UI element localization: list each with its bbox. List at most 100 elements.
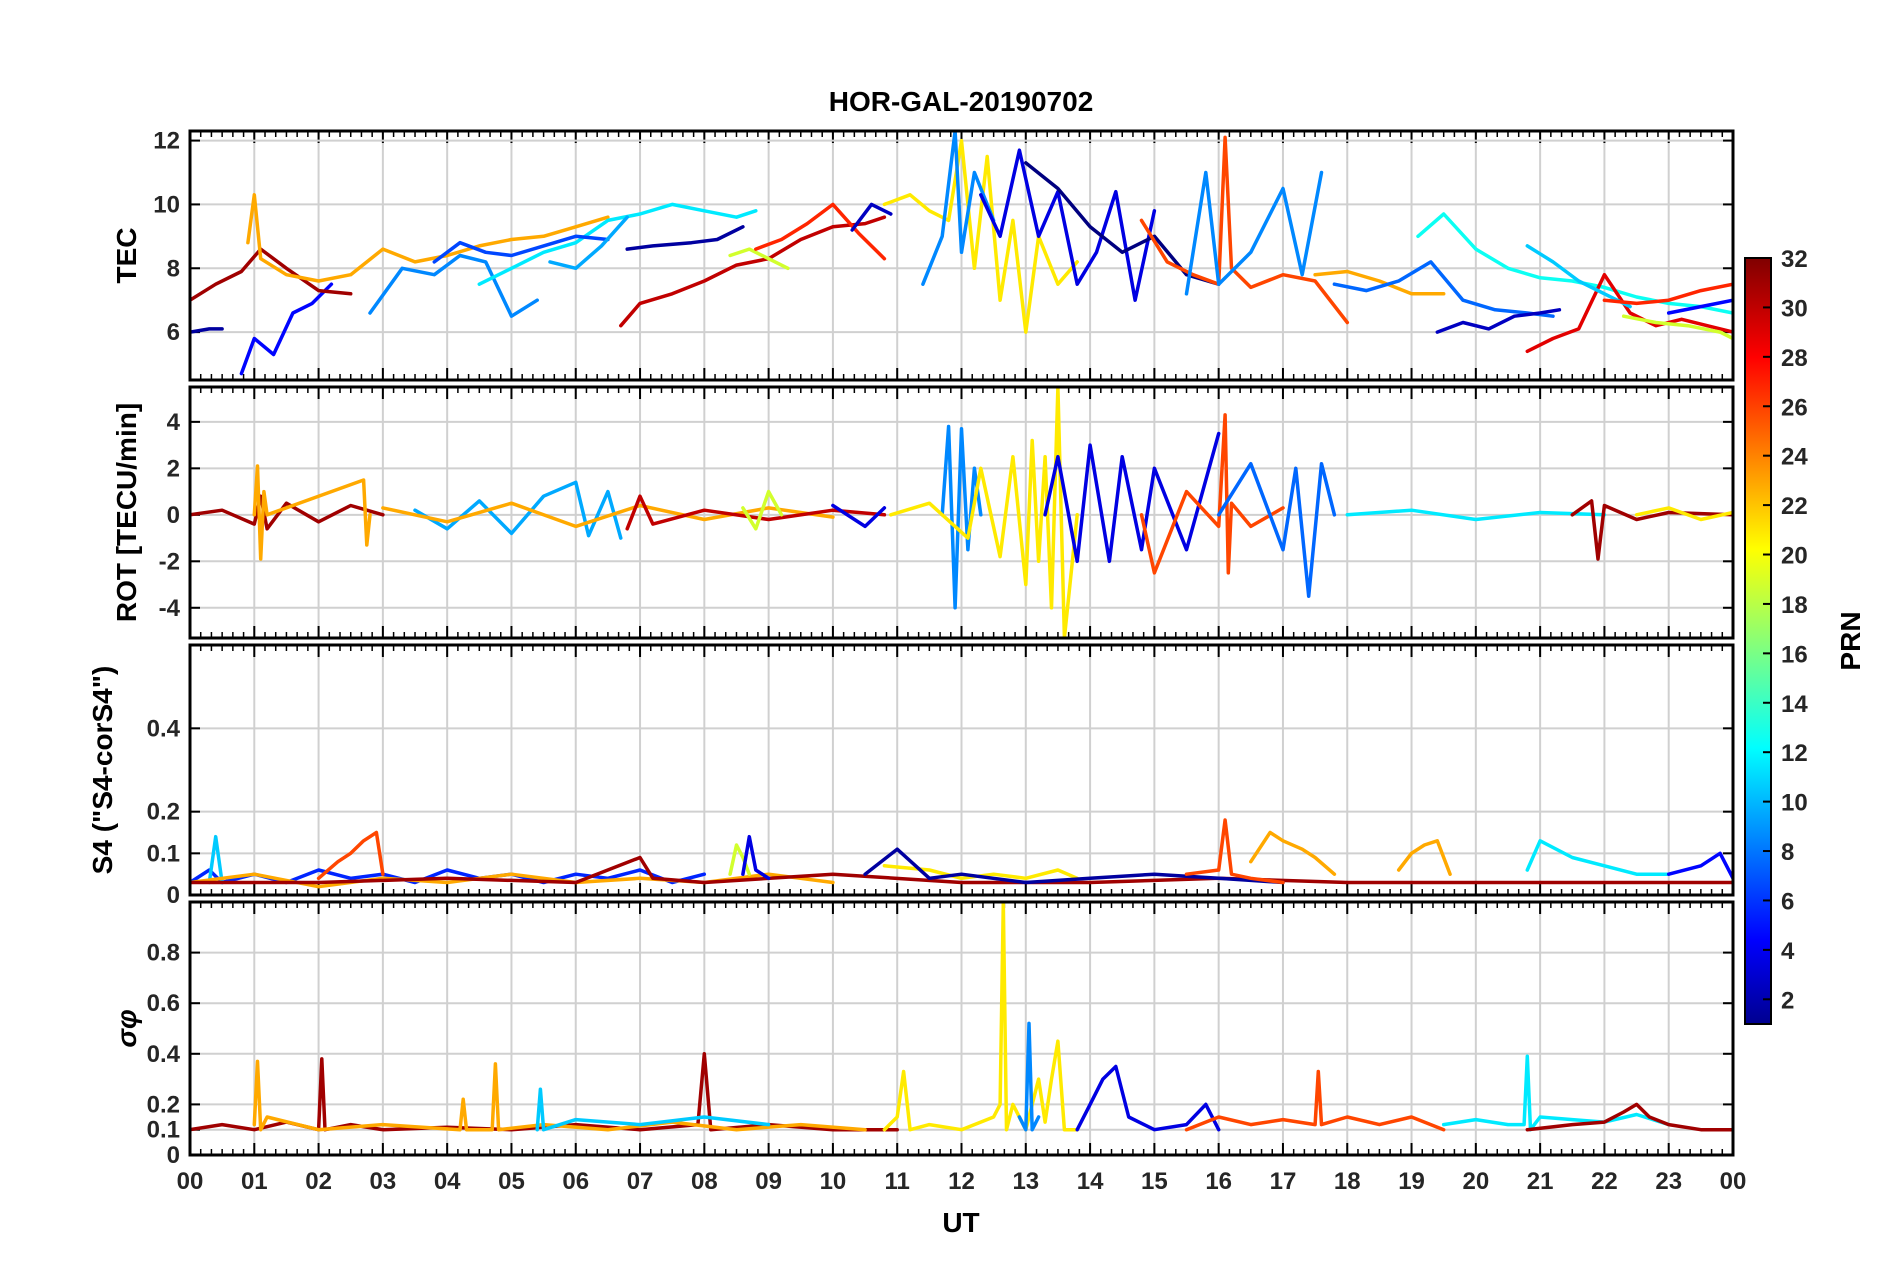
y-tick-label: 10 <box>153 191 180 218</box>
series-line-prn-19 <box>1621 314 1733 341</box>
panel-frame <box>188 900 1735 1157</box>
series-line-prn-30 <box>625 494 887 531</box>
series-line-prn-4 <box>1043 431 1221 564</box>
x-tick-label: 05 <box>498 1168 525 1195</box>
series-line-prn-11 <box>207 834 224 885</box>
series-line-prn-23 <box>252 1059 867 1132</box>
y-tick-label: 8 <box>167 255 180 282</box>
series-line-prn-29 <box>1525 272 1733 354</box>
y-tick-label: 0.2 <box>147 1091 180 1118</box>
series-line-prn-27 <box>1602 282 1733 306</box>
colorbar-tick-label: 8 <box>1781 839 1794 866</box>
series-line-prn-7 <box>432 234 610 264</box>
series-line-prn-2 <box>190 327 224 334</box>
y-tick-label: 0.1 <box>147 840 180 867</box>
colorbar-tick-label: 14 <box>1781 691 1808 718</box>
series-line-prn-21 <box>882 902 1079 1132</box>
x-axis-title: UT <box>942 1207 979 1238</box>
colorbar-tick-label: 2 <box>1781 987 1794 1014</box>
series-line-prn-31 <box>190 494 385 531</box>
panel-4: 00.10.2 0.4 0.6 0.8 <box>147 900 1735 1169</box>
x-tick-label: 02 <box>305 1168 332 1195</box>
series-line-prn-3 <box>850 202 893 232</box>
series-line-prn-23 <box>1396 839 1452 876</box>
chart-title: HOR-GAL-20190702 <box>829 86 1094 117</box>
series-line-prn-11 <box>535 1087 771 1132</box>
x-tick-label: 15 <box>1141 1168 1168 1195</box>
x-tick-label: 13 <box>1012 1168 1039 1195</box>
x-tick-label: 14 <box>1077 1168 1104 1195</box>
colorbar-tick-label: 12 <box>1781 740 1808 767</box>
series-line-prn-23 <box>1249 830 1337 876</box>
series-line-prn-23 <box>246 193 610 283</box>
series-line-prn-26 <box>1184 1069 1446 1132</box>
series-line-prn-12 <box>1525 839 1671 876</box>
y-axis-title-tec: TEC <box>111 228 142 284</box>
series-line-prn-12 <box>1345 508 1607 522</box>
series-group <box>190 902 1733 1132</box>
colorbar-tick-label: 10 <box>1781 790 1808 817</box>
y-tick-label: -2 <box>159 548 180 575</box>
x-tick-label: 10 <box>820 1168 847 1195</box>
colorbar-tick-label: 16 <box>1781 641 1808 668</box>
colorbar-tick-label: 18 <box>1781 592 1808 619</box>
x-tick-label: 09 <box>755 1168 782 1195</box>
y-tick-label: 0.2 <box>147 799 180 826</box>
series-line-prn-19 <box>741 489 784 531</box>
y-tick-label: 0.4 <box>147 715 181 742</box>
series-line-prn-21 <box>1634 506 1733 522</box>
y-tick-label: 0 <box>167 502 180 529</box>
series-line-prn-21 <box>882 864 1079 881</box>
series-line-prn-11 <box>1525 244 1632 309</box>
y-axis-title-s4: S4 ("S4-corS4") <box>87 666 118 875</box>
colorbar-gradient <box>1744 257 1772 1025</box>
series-line-prn-5 <box>1666 298 1733 315</box>
x-tick-label: 11 <box>885 1168 910 1195</box>
panel-2: -4 -2 0 2 4 <box>159 385 1735 640</box>
colorbar-tick-label: 6 <box>1781 888 1794 915</box>
x-tick-label: 17 <box>1270 1168 1297 1195</box>
series-line-prn-26 <box>316 830 385 881</box>
series-line-prn-26 <box>1139 135 1350 325</box>
series-line-prn-9 <box>1017 1021 1041 1132</box>
series-line-prn-8 <box>1332 260 1555 318</box>
colorbar-tick-label: 28 <box>1781 345 1808 372</box>
x-tick-label: 21 <box>1527 1168 1554 1195</box>
colorbar-tick-label: 22 <box>1781 493 1808 520</box>
y-tick-label: 0 <box>167 1142 180 1169</box>
y-tick-label: 0.1 <box>147 1117 180 1144</box>
series-line-prn-4 <box>1075 1064 1221 1132</box>
series-line-prn-21 <box>889 387 1079 638</box>
colorbar-tick-label: 4 <box>1781 938 1795 965</box>
colorbar-tick-label: 26 <box>1781 394 1808 421</box>
series-group <box>190 131 1733 376</box>
colorbar-label: PRN <box>1835 611 1866 670</box>
x-tick-label: 03 <box>370 1168 397 1195</box>
colorbar-tick-label: 20 <box>1781 543 1808 570</box>
x-tick-label: 12 <box>948 1168 975 1195</box>
series-line-prn-4 <box>831 503 887 529</box>
series-line-prn-4 <box>741 834 771 881</box>
y-tick-label: 12 <box>153 128 180 155</box>
x-tick-label: 23 <box>1655 1168 1682 1195</box>
x-tick-label: 16 <box>1205 1168 1232 1195</box>
y-axis-title-rot: ROT [TECU/min] <box>111 403 142 622</box>
series-line-prn-23 <box>1313 269 1446 296</box>
panel-frame <box>188 385 1735 640</box>
y-tick-label: 0 <box>167 882 180 909</box>
series-line-prn-23 <box>252 464 372 561</box>
series-line-prn-31 <box>1525 1102 1733 1132</box>
x-tick-label: 20 <box>1462 1168 1489 1195</box>
colorbar-tick-label: 30 <box>1781 295 1808 322</box>
x-tick-label: 01 <box>241 1168 268 1195</box>
x-tick-label: 22 <box>1591 1168 1618 1195</box>
series-line-prn-9 <box>940 424 983 610</box>
series-line-prn-3 <box>1435 308 1562 334</box>
colorbar-tick-label: 24 <box>1781 444 1808 471</box>
series-line-prn-30 <box>619 215 887 328</box>
x-tick-label: 00 <box>1720 1168 1747 1195</box>
series-line-prn-2 <box>863 847 1285 885</box>
